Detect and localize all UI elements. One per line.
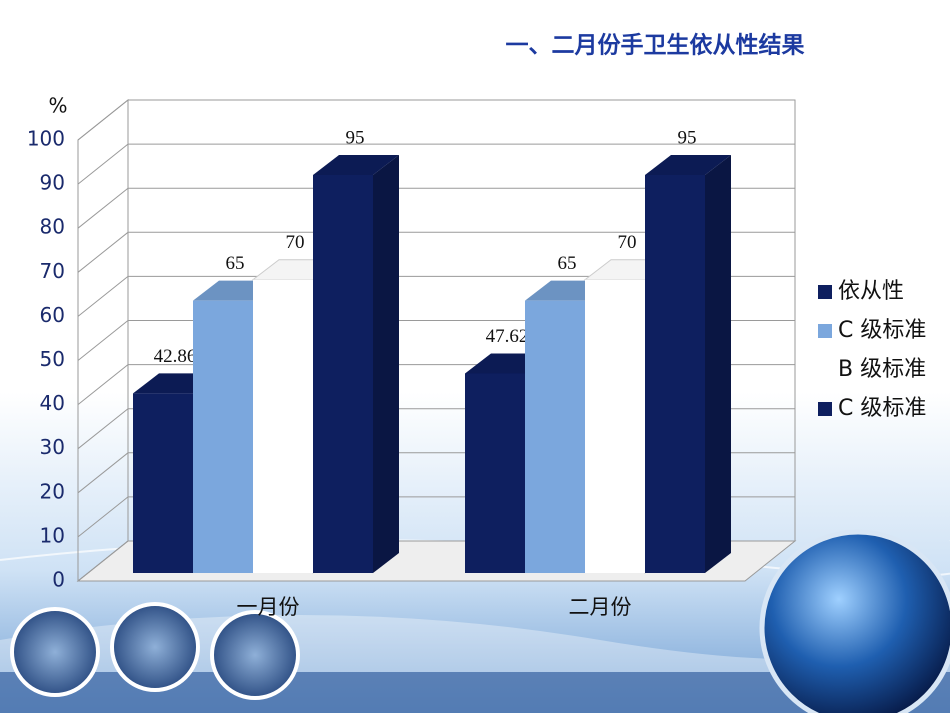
y-tick-label: 100	[27, 127, 65, 151]
y-tick-label: 60	[40, 303, 65, 327]
y-tick-label: 20	[40, 479, 65, 503]
y-tick-label: 80	[40, 215, 65, 239]
y-axis-label: %	[48, 94, 67, 118]
bar	[645, 174, 705, 573]
y-tick-label: 90	[40, 171, 65, 195]
legend-swatch	[818, 324, 832, 338]
legend-swatch	[818, 363, 832, 377]
y-tick-label: 30	[40, 435, 65, 459]
y-tick-label: 50	[40, 347, 65, 371]
value-label: 95	[678, 127, 697, 148]
photo-truck	[10, 607, 100, 697]
bar	[585, 279, 645, 573]
bar	[465, 373, 525, 573]
bar	[193, 300, 253, 573]
y-tick-label: 40	[40, 391, 65, 415]
grid-line	[77, 275, 795, 317]
legend-label: C 级标准	[838, 318, 926, 343]
photo-train	[210, 610, 300, 700]
y-tick-label: 10	[40, 523, 65, 547]
legend-label: C 级标准	[838, 396, 926, 421]
y-tick-label: 0	[52, 568, 65, 592]
value-label: 95	[346, 127, 365, 148]
value-label: 47.62	[486, 326, 529, 347]
bar	[253, 279, 313, 573]
value-label: 65	[226, 253, 245, 274]
chart-title: 一、二月份手卫生依从性结果	[506, 32, 805, 59]
value-label: 65	[558, 253, 577, 274]
legend-label: B 级标准	[838, 357, 926, 382]
grid-line	[77, 187, 795, 229]
bar-top	[645, 154, 731, 175]
x-tick-label: 一月份	[237, 595, 300, 619]
legend-swatch	[818, 402, 832, 416]
bar-side	[373, 154, 399, 573]
value-label: 70	[618, 232, 637, 253]
grid-line	[77, 231, 795, 273]
legend-label: 依从性	[838, 279, 904, 304]
legend-swatch	[818, 285, 832, 299]
grid-line	[77, 99, 795, 141]
bar-side	[705, 154, 731, 573]
x-tick-label: 二月份	[569, 595, 632, 619]
y-tick-label: 70	[40, 259, 65, 283]
globe	[759, 529, 950, 717]
grid-line	[77, 143, 795, 185]
plot: 0 10 20 30 40 50 60 70 80 90 100 一月份 42.86 65 70 95 二月份 4…	[27, 98, 797, 619]
bar	[133, 393, 193, 573]
photo-ship	[110, 602, 200, 692]
bar	[525, 300, 585, 573]
bar-top	[313, 154, 399, 175]
value-label: 42.86	[154, 346, 197, 367]
bar	[313, 174, 373, 573]
value-label: 70	[286, 232, 305, 253]
